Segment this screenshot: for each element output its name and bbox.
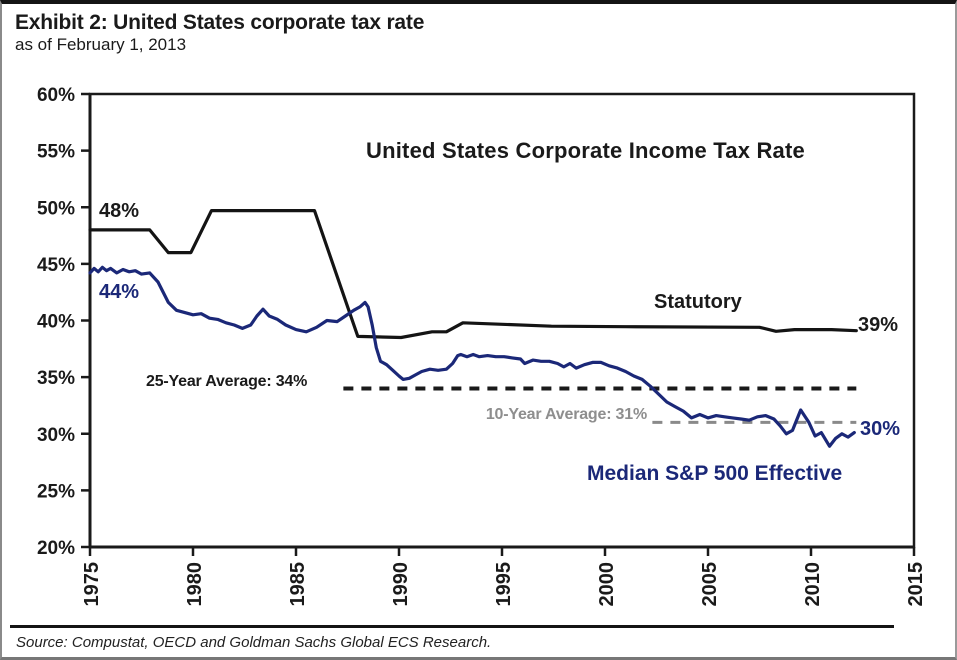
y-tick-label: 50% (37, 198, 75, 219)
effective-start-label: 44% (99, 281, 140, 303)
avg10-label: 10-Year Average: 31% (485, 406, 647, 423)
exhibit-subtitle: as of February 1, 2013 (15, 35, 187, 54)
x-tick-label: 1975 (81, 562, 103, 607)
statutory-line (88, 209, 858, 340)
y-tick-label: 25% (37, 481, 75, 502)
x-tick-label: 1995 (493, 562, 515, 607)
x-tick-label: 1980 (184, 562, 206, 607)
exhibit-title: Exhibit 2: United States corporate tax r… (15, 11, 425, 34)
chart-title: United States Corporate Income Tax Rate (366, 138, 805, 163)
effective-line (88, 265, 856, 448)
x-tick-label: 1985 (287, 562, 309, 607)
source-separator (10, 625, 894, 628)
x-tick-label: 2010 (802, 562, 824, 607)
y-tick-label: 60% (37, 85, 75, 106)
y-tick-label: 30% (37, 425, 75, 446)
y-tick-label: 45% (37, 255, 75, 276)
axis-ticks: 60% 55% 50% 45% 40% 35% 30% 25% 20% 1975 1980 1985 1… (37, 85, 927, 607)
statutory-series-label: Statutory (654, 291, 742, 313)
data-series (88, 209, 858, 448)
source-line: Source: Compustat, OECD and Goldman Sach… (16, 634, 492, 651)
y-tick-label: 35% (37, 368, 75, 389)
x-tick-label: 2000 (596, 562, 618, 607)
avg25-label: 25-Year Average: 34% (146, 373, 308, 390)
tax-rate-chart-canvas: 60% 55% 50% 45% 40% 35% 30% 25% 20% 1975 1980 1985 1… (37, 85, 927, 607)
x-tick-label: 2005 (699, 562, 721, 607)
y-tick-label: 20% (37, 538, 75, 559)
effective-series-label: Median S&P 500 Effective (587, 462, 843, 485)
y-tick-label: 40% (37, 312, 75, 333)
y-tick-label: 55% (37, 142, 75, 163)
x-tick-label: 1990 (390, 562, 412, 607)
statutory-end-label: 39% (858, 314, 899, 336)
x-tick-label: 2015 (905, 562, 927, 607)
statutory-start-label: 48% (99, 200, 140, 222)
effective-end-label: 30% (860, 418, 901, 440)
reference-lines (343, 386, 857, 424)
